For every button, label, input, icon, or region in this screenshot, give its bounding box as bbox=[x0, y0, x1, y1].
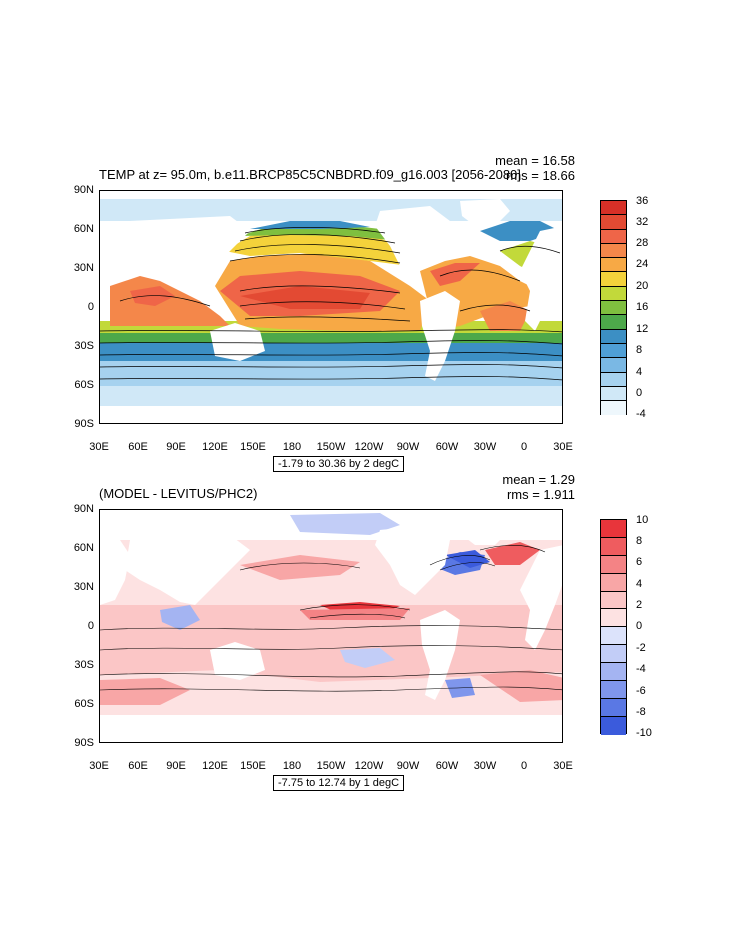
lon-label: 180 bbox=[282, 760, 302, 772]
colorbar-label: 24 bbox=[636, 258, 649, 270]
colorbar-label: 4 bbox=[636, 578, 643, 590]
lat-label: 60S bbox=[74, 698, 94, 710]
lon-label: 60E bbox=[128, 760, 148, 772]
colorbar-label: 16 bbox=[636, 301, 649, 313]
colorbar-label: 0 bbox=[636, 387, 643, 399]
lat-label: 90N bbox=[73, 503, 94, 515]
difference-colorbar bbox=[600, 519, 627, 735]
lat-label: 60N bbox=[73, 223, 94, 235]
colorbar-label: -10 bbox=[636, 727, 652, 739]
lon-label: 30E bbox=[553, 441, 573, 453]
lon-label: 30W bbox=[473, 760, 497, 772]
lon-label: 30E bbox=[89, 441, 109, 453]
lon-label: 90E bbox=[166, 760, 186, 772]
lon-label: 120E bbox=[202, 760, 228, 772]
lon-label: 180 bbox=[282, 441, 302, 453]
lon-label: 90E bbox=[166, 441, 186, 453]
lon-label: 90W bbox=[396, 760, 420, 772]
contour-range-label: -7.75 to 12.74 by 1 degC bbox=[273, 775, 405, 791]
temperature-map bbox=[99, 190, 563, 424]
colorbar-label: 10 bbox=[636, 514, 649, 526]
colorbar-label: -4 bbox=[636, 663, 646, 675]
colorbar-label: 6 bbox=[636, 556, 643, 568]
panel-title: TEMP at z= 95.0m, b.e11.BRCP85C5CNBDRD.f… bbox=[99, 167, 521, 182]
lat-label: 30N bbox=[73, 262, 94, 274]
lon-label: 30E bbox=[89, 760, 109, 772]
mean-label: mean = 16.58 bbox=[495, 153, 575, 168]
lon-label: 150W bbox=[316, 760, 346, 772]
mean-label: mean = 1.29 bbox=[502, 472, 575, 487]
lon-label: 60E bbox=[128, 441, 148, 453]
lon-label: 120W bbox=[354, 760, 384, 772]
lat-label: 30S bbox=[74, 340, 94, 352]
colorbar-label: 32 bbox=[636, 216, 649, 228]
lon-label: 150E bbox=[240, 441, 266, 453]
temperature-map-canvas bbox=[100, 191, 562, 423]
temperature-panel: TEMP at z= 95.0m, b.e11.BRCP85C5CNBDRD.f… bbox=[0, 0, 733, 472]
difference-map-canvas bbox=[100, 510, 562, 742]
lat-label: 60S bbox=[74, 379, 94, 391]
colorbar-label: 4 bbox=[636, 366, 643, 378]
colorbar-label: 2 bbox=[636, 599, 643, 611]
lat-label: 90N bbox=[73, 184, 94, 196]
colorbar-label: -8 bbox=[636, 706, 646, 718]
lat-label: 30S bbox=[74, 659, 94, 671]
colorbar-label: -4 bbox=[636, 408, 646, 420]
colorbar-label: 0 bbox=[636, 620, 643, 632]
lat-label: 90S bbox=[74, 418, 94, 430]
lon-label: 120W bbox=[354, 441, 384, 453]
lat-label: 0 bbox=[87, 301, 94, 313]
lon-label: 0 bbox=[520, 760, 528, 772]
colorbar-label: 8 bbox=[636, 344, 643, 356]
lon-label: 60W bbox=[435, 441, 459, 453]
colorbar-label: 36 bbox=[636, 195, 649, 207]
difference-map bbox=[99, 509, 563, 743]
colorbar-label: 8 bbox=[636, 535, 643, 547]
lat-label: 90S bbox=[74, 737, 94, 749]
lon-label: 30E bbox=[553, 760, 573, 772]
lat-label: 0 bbox=[87, 620, 94, 632]
lon-label: 150W bbox=[316, 441, 346, 453]
lon-label: 60W bbox=[435, 760, 459, 772]
lat-label: 30N bbox=[73, 581, 94, 593]
lon-label: 120E bbox=[202, 441, 228, 453]
colorbar-label: -6 bbox=[636, 685, 646, 697]
rms-label: rms = 18.66 bbox=[505, 168, 575, 183]
panel-title: (MODEL - LEVITUS/PHC2) bbox=[99, 486, 258, 501]
colorbar-label: 20 bbox=[636, 280, 649, 292]
colorbar-label: 12 bbox=[636, 323, 649, 335]
temperature-colorbar bbox=[600, 200, 627, 416]
colorbar-label: -2 bbox=[636, 642, 646, 654]
lon-label: 30W bbox=[473, 441, 497, 453]
lon-label: 90W bbox=[396, 441, 420, 453]
colorbar-label: 28 bbox=[636, 237, 649, 249]
rms-label: rms = 1.911 bbox=[506, 487, 575, 502]
lat-label: 60N bbox=[73, 542, 94, 554]
lon-label: 0 bbox=[520, 441, 528, 453]
lon-label: 150E bbox=[240, 760, 266, 772]
contour-range-label: -1.79 to 30.36 by 2 degC bbox=[273, 456, 405, 472]
